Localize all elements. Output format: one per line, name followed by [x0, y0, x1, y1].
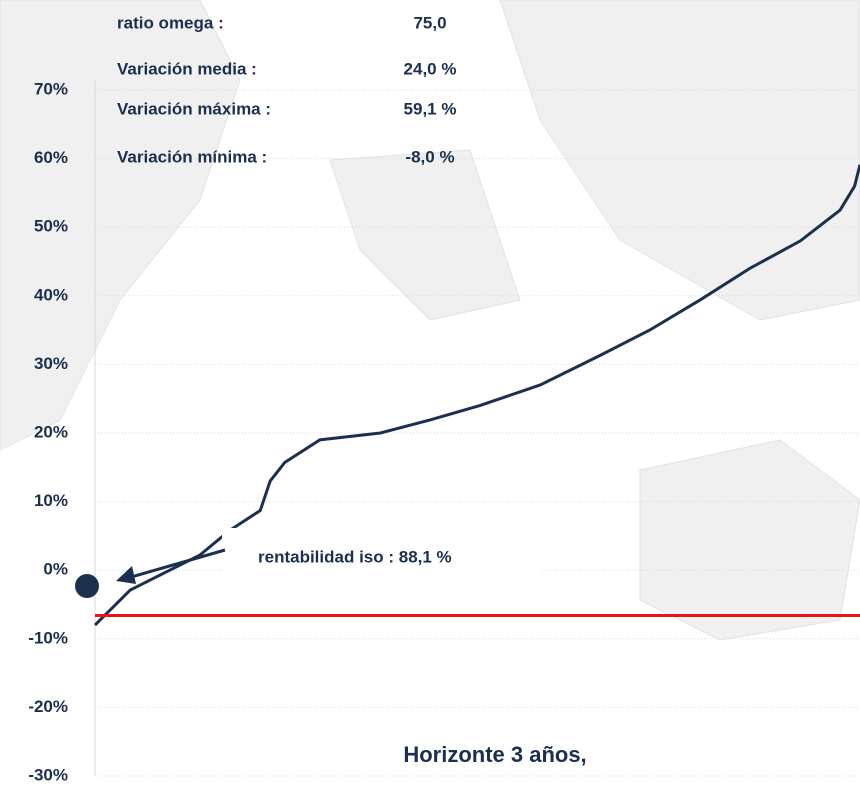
annotation-point [75, 573, 99, 598]
y-tick-label: 10% [34, 491, 68, 510]
footer: Horizonte 3 años, [403, 742, 586, 767]
annotation-box [222, 528, 540, 590]
stat-value: 75,0 [413, 13, 446, 32]
y-tick-label: 40% [34, 285, 68, 304]
stat-label: Variación máxima : [117, 99, 271, 118]
map-background [0, 0, 860, 641]
stat-label: ratio omega : [117, 13, 224, 32]
y-tick-label: 30% [34, 354, 68, 373]
stat-label: Variación mínima : [117, 147, 267, 166]
stat-value: -8,0 % [405, 147, 454, 166]
y-tick-label: 20% [34, 422, 68, 441]
y-tick-label: 70% [34, 79, 68, 98]
annotation-arrow [127, 548, 226, 580]
y-tick-label: 50% [34, 217, 68, 236]
data-line [93, 164, 860, 627]
y-tick-label: -30% [28, 765, 68, 784]
annotation-text: rentabilidad iso : 88,1 % [258, 547, 452, 566]
stat-label: Variación media : [117, 59, 257, 78]
y-tick-label: -20% [28, 697, 68, 716]
y-tick-label: 60% [34, 148, 68, 167]
annotation-arrowhead [116, 565, 136, 584]
y-tick-label: 0% [43, 560, 68, 579]
y-tick-label: -10% [28, 628, 68, 647]
stat-value: 24,0 % [404, 59, 457, 78]
stat-value: 59,1 % [404, 99, 457, 118]
